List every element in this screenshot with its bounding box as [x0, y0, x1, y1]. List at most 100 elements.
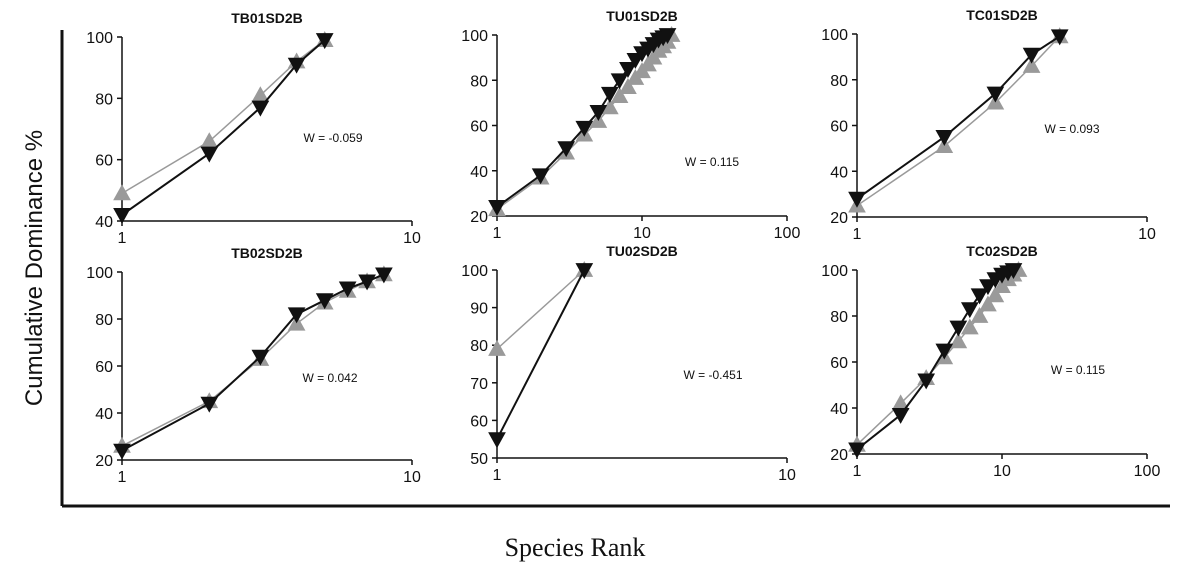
- triangle-down-marker: [531, 168, 550, 185]
- triangle-down-marker: [960, 302, 979, 319]
- series-2: [848, 29, 1069, 208]
- y-tick-label: 80: [95, 312, 113, 329]
- w-statistic-label: W = -0.451: [683, 368, 742, 382]
- triangle-down-marker: [891, 408, 910, 424]
- triangle-down-marker: [200, 396, 219, 413]
- y-tick-label: 20: [470, 209, 488, 226]
- triangle-down-marker: [979, 279, 997, 296]
- w-statistic-label: W = 0.115: [685, 155, 739, 169]
- triangle-down-marker: [287, 307, 306, 324]
- y-tick-label: 90: [470, 301, 488, 318]
- w-statistic-label: W = 0.115: [1051, 363, 1105, 377]
- triangle-down-marker: [935, 343, 954, 360]
- triangle-up-marker: [960, 318, 979, 335]
- panel-title: TB02SD2B: [231, 245, 303, 261]
- y-tick-label: 100: [86, 30, 113, 47]
- series-line: [121, 273, 385, 447]
- x-tick-label: 100: [1134, 463, 1161, 480]
- y-tick-label: 20: [830, 447, 848, 464]
- triangle-down-marker: [610, 73, 629, 90]
- y-tick-label: 60: [830, 355, 848, 372]
- triangle-down-marker: [1004, 263, 1023, 280]
- triangle-up-marker: [113, 184, 131, 201]
- series-line: [496, 269, 585, 350]
- series-2: [848, 263, 1023, 459]
- series-line: [121, 273, 385, 452]
- y-tick-label: 60: [470, 413, 488, 430]
- y-tick-label: 40: [470, 164, 488, 181]
- triangle-down-marker: [488, 432, 506, 449]
- x-tick-label: 10: [403, 469, 421, 486]
- triangle-down-marker: [917, 373, 936, 390]
- triangle-down-marker: [575, 120, 594, 137]
- triangle-down-marker: [658, 28, 677, 45]
- triangle-up-marker: [970, 306, 989, 323]
- y-tick-label: 60: [95, 153, 113, 170]
- y-tick-label: 20: [830, 210, 848, 227]
- series-2: [113, 267, 393, 460]
- y-tick-label: 100: [821, 263, 848, 280]
- x-tick-label: 1: [853, 463, 862, 480]
- x-tick-label: 10: [778, 467, 796, 484]
- triangle-down-marker: [1050, 29, 1069, 46]
- triangle-down-marker: [986, 86, 1005, 103]
- triangle-down-marker: [338, 281, 357, 298]
- y-tick-label: 20: [95, 453, 113, 470]
- y-tick-label: 60: [95, 359, 113, 376]
- x-tick-label: 1: [493, 467, 502, 484]
- y-tick-label: 70: [470, 376, 488, 393]
- w-statistic-label: W = 0.093: [1044, 122, 1099, 136]
- triangle-down-marker: [848, 191, 866, 208]
- y-tick-label: 80: [830, 309, 848, 326]
- x-tick-label: 1: [853, 226, 862, 243]
- chart-panel-6: TC02SD2B 20 40 60 80 100 1 10 100 W = 0.115: [821, 243, 1160, 480]
- series-1: [113, 31, 334, 201]
- triangle-up-marker: [488, 339, 506, 356]
- triangle-up-marker: [949, 332, 968, 349]
- panel-title: TU02SD2B: [606, 243, 678, 259]
- triangle-down-marker: [251, 349, 270, 366]
- series-2: [113, 33, 334, 224]
- triangle-down-marker: [848, 442, 866, 459]
- triangle-up-marker: [1022, 56, 1041, 73]
- x-tick-label: 1: [118, 469, 127, 486]
- triangle-down-marker: [1022, 47, 1041, 64]
- chart-panel-2: TU01SD2B 20 40 60 80 100 1 10 100 W = 0.115: [461, 8, 800, 242]
- series-1: [848, 260, 1028, 452]
- series-2: [488, 263, 594, 449]
- chart-panel-1: TB01SD2B 40 60 80 100 1 10 W = -0.059: [86, 10, 421, 247]
- chart-panel-4: TB02SD2B 20 40 60 80 100 1 10 W = 0.042: [86, 245, 421, 486]
- panel-title: TB01SD2B: [231, 10, 303, 26]
- triangle-down-marker: [600, 86, 619, 103]
- x-tick-label: 100: [774, 225, 801, 242]
- triangle-down-marker: [113, 443, 131, 460]
- y-tick-label: 60: [830, 119, 848, 136]
- y-tick-label: 100: [461, 28, 488, 45]
- panel-title: TC01SD2B: [966, 7, 1038, 23]
- triangle-down-marker: [358, 274, 376, 291]
- triangle-down-marker: [251, 100, 270, 117]
- series-2: [488, 28, 677, 216]
- x-tick-label: 10: [993, 463, 1011, 480]
- y-tick-label: 80: [470, 73, 488, 90]
- series-1: [113, 265, 393, 453]
- triangle-up-marker: [979, 295, 997, 312]
- triangle-down-marker: [557, 141, 576, 158]
- y-tick-label: 40: [830, 401, 848, 418]
- w-statistic-label: W = -0.059: [303, 131, 362, 145]
- chart-panel-3: TC01SD2B 20 40 60 80 100 1 10 W = 0.093: [821, 7, 1156, 243]
- y-tick-label: 100: [821, 27, 848, 44]
- panels-group: TB01SD2B 40 60 80 100 1 10 W = -0.059 TU01SD2B 20…: [86, 7, 1160, 486]
- y-tick-label: 40: [95, 214, 113, 231]
- y-tick-label: 40: [830, 164, 848, 181]
- x-tick-label: 10: [1138, 226, 1156, 243]
- triangle-down-marker: [200, 146, 219, 163]
- triangle-down-marker: [488, 200, 506, 216]
- y-axis-label: Cumulative Dominance %: [21, 130, 48, 406]
- panel-title: TU01SD2B: [606, 8, 678, 24]
- panel-title: TC02SD2B: [966, 243, 1038, 259]
- triangle-down-marker: [575, 263, 594, 280]
- y-tick-label: 60: [470, 119, 488, 136]
